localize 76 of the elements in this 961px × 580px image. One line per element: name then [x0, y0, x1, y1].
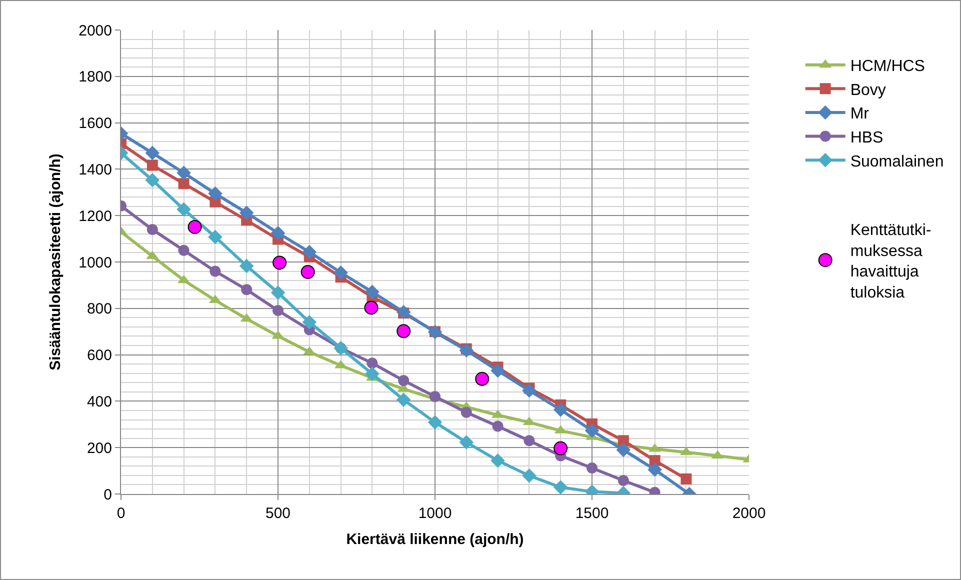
x-axis-title: Kiertävä liikenne (ajon/h) [346, 531, 524, 548]
y-tick-label: 1800 [78, 68, 112, 86]
point [302, 314, 317, 330]
point [586, 462, 598, 474]
y-tick-label: 600 [86, 347, 112, 364]
point [553, 480, 568, 494]
legend-label: HBS [850, 130, 884, 147]
point [524, 435, 535, 446]
point [270, 226, 286, 240]
y-tick-label: 1000 [78, 254, 112, 272]
point [208, 230, 222, 244]
y-tick-label: 1600 [78, 115, 112, 132]
point [188, 220, 202, 234]
point [618, 435, 629, 446]
point [241, 284, 252, 296]
point [146, 224, 158, 236]
point [398, 375, 410, 386]
point [239, 206, 254, 220]
y-tick-label: 400 [86, 393, 112, 410]
point [364, 300, 378, 315]
point [239, 258, 254, 274]
x-tick-label: 1000 [418, 505, 452, 522]
point [522, 468, 536, 483]
y-tick-label: 1400 [78, 161, 112, 178]
point [553, 402, 568, 417]
point [334, 266, 348, 280]
legend-label: HCM/HCS [850, 58, 925, 76]
y-tick-label: 0 [104, 486, 112, 504]
y-tick-label: 1200 [78, 208, 112, 225]
x-tick-label: 0 [116, 505, 126, 522]
y-axis-title: Sisääntulokapasiteetti (ajon/h) [46, 154, 64, 370]
point [146, 160, 158, 171]
point [459, 435, 474, 450]
point [428, 415, 442, 430]
x-tick-label: 500 [265, 505, 291, 522]
point [178, 244, 190, 256]
point [272, 304, 284, 316]
point [490, 453, 505, 468]
point [459, 343, 474, 358]
point [272, 256, 287, 270]
point [270, 285, 286, 300]
point [490, 363, 505, 378]
legend-label: Bovy [850, 82, 886, 99]
x-tick-label: 2000 [732, 505, 766, 522]
point [300, 264, 315, 279]
point [145, 146, 160, 160]
legend-label: Kenttätutki- muksessa havaittuja tuloksia [850, 222, 932, 302]
point [648, 462, 662, 477]
legend-label: Suomalainen [850, 153, 944, 170]
point [396, 392, 411, 407]
point [145, 172, 160, 188]
point [365, 284, 380, 300]
point [475, 372, 490, 386]
point [366, 358, 378, 369]
y-tick-label: 800 [86, 300, 112, 318]
point [492, 420, 504, 432]
point [396, 324, 411, 338]
point [210, 266, 221, 277]
point [554, 441, 568, 456]
point [396, 304, 411, 320]
y-tick-label: 2000 [78, 22, 112, 40]
point [176, 202, 191, 216]
point [618, 475, 629, 486]
point [178, 178, 190, 190]
point [365, 366, 380, 381]
point [460, 406, 472, 418]
point [176, 166, 191, 180]
point [616, 442, 631, 458]
point [208, 186, 222, 201]
point [584, 424, 600, 438]
legend-label: Mr [850, 106, 870, 123]
point [680, 473, 692, 484]
y-tick-label: 200 [86, 440, 112, 457]
point [302, 244, 317, 260]
point [522, 383, 536, 398]
x-tick-label: 1500 [575, 505, 609, 522]
